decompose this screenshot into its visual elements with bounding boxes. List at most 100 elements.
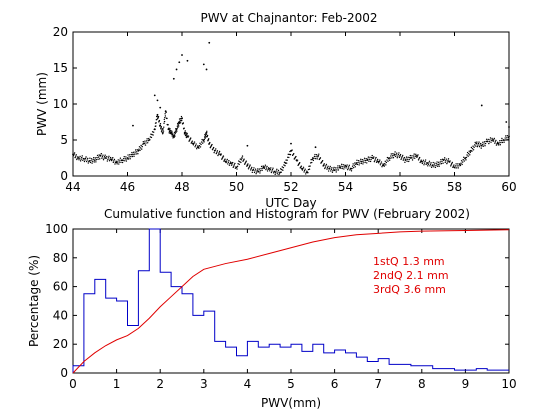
data-point-fill (336, 169, 338, 171)
data-point-fill (216, 150, 219, 152)
data-point-fill (457, 163, 459, 165)
data-point-fill (310, 159, 312, 161)
data-point-fill (429, 165, 431, 167)
data-point-fill (507, 139, 509, 141)
data-point-fill (465, 156, 468, 159)
data-point-fill (411, 155, 413, 157)
data-point-fill (419, 161, 421, 164)
data-point-fill (130, 153, 133, 156)
data-point (246, 144, 249, 147)
data-point-fill (237, 160, 240, 162)
data-point (279, 171, 281, 174)
data-point-fill (288, 156, 290, 159)
data-point-fill (122, 157, 125, 160)
data-point-fill (276, 173, 279, 175)
data-point-fill (330, 170, 332, 172)
data-point-fill (106, 155, 108, 158)
data-point-fill (304, 168, 306, 170)
data-point (491, 139, 494, 141)
data-point-fill (422, 161, 424, 163)
data-point-fill (122, 159, 124, 162)
data-point-fill (371, 154, 373, 157)
data-point-fill (208, 138, 210, 140)
data-point-fill (151, 133, 153, 136)
first-quartile-label: 1stQ 1.3 mm (373, 255, 445, 268)
data-point-fill (368, 160, 370, 162)
data-point-fill (383, 165, 385, 167)
bottom-y-label: Percentage (%) (27, 255, 41, 347)
data-point-fill (135, 153, 137, 155)
data-point-fill (269, 168, 271, 171)
data-point-fill (144, 140, 146, 142)
data-point-fill (380, 161, 383, 163)
data-point-fill (501, 141, 504, 144)
data-point-fill (231, 161, 234, 164)
data-point-fill (446, 162, 448, 165)
data-point-fill (487, 140, 489, 142)
data-point-fill (163, 120, 166, 123)
data-point-fill (396, 152, 398, 154)
data-point-fill (384, 160, 386, 163)
data-point-fill (218, 150, 221, 153)
data-point (83, 157, 85, 160)
data-point-fill (116, 161, 119, 163)
x-tick-label: 2 (156, 377, 164, 391)
data-point-fill (156, 118, 158, 121)
data-point-fill (325, 163, 328, 166)
data-point-fill (171, 130, 173, 132)
top-y-ticks: 0 5 10 15 20 (53, 25, 509, 183)
data-point-fill (218, 152, 220, 154)
data-point-fill (471, 150, 473, 152)
data-point-fill (105, 157, 107, 159)
data-point-fill (177, 126, 179, 129)
data-point (273, 170, 276, 173)
data-point-fill (200, 141, 203, 143)
data-point-fill (239, 158, 242, 160)
data-point-fill (196, 148, 198, 150)
x-tick-label: 0 (69, 377, 77, 391)
histogram-series (72, 228, 509, 373)
data-point-fill (193, 141, 196, 143)
data-point (88, 159, 91, 162)
data-point-fill (204, 137, 206, 139)
data-point-fill (360, 158, 362, 160)
data-point-fill (289, 153, 292, 156)
data-point-fill (203, 138, 206, 141)
data-point-fill (338, 165, 341, 167)
data-point-fill (85, 156, 87, 158)
data-point-fill (307, 168, 310, 171)
data-point-fill (381, 166, 383, 168)
top-chart-title: PWV at Chajnantor: Feb-2002 (201, 11, 378, 25)
data-point-fill (93, 157, 95, 159)
data-point-fill (339, 167, 342, 169)
data-point (186, 59, 189, 62)
data-point-fill (261, 167, 264, 169)
data-point-fill (213, 151, 215, 154)
data-point-fill (434, 166, 437, 169)
data-point-fill (144, 144, 147, 146)
data-point-fill (478, 141, 480, 143)
data-point-fill (81, 156, 83, 159)
data-point (377, 160, 380, 163)
data-point-fill (78, 157, 81, 159)
data-point-fill (191, 140, 194, 142)
data-point-fill (87, 162, 89, 164)
data-point-fill (251, 166, 253, 169)
data-point-fill (404, 161, 406, 164)
data-point-fill (356, 159, 358, 162)
data-point-fill (106, 160, 109, 162)
data-point-fill (351, 167, 353, 170)
data-point-fill (461, 161, 464, 163)
data-point-fill (192, 144, 195, 146)
data-point-fill (157, 115, 160, 118)
data-point-fill (340, 163, 343, 166)
data-point-fill (445, 158, 448, 160)
data-point-fill (75, 155, 77, 157)
data-point-fill (163, 122, 165, 124)
data-point-fill (478, 145, 481, 148)
data-point-fill (417, 154, 419, 156)
data-point-fill (401, 156, 403, 158)
data-point-fill (462, 159, 464, 161)
data-point-fill (271, 170, 273, 172)
data-point-fill (334, 167, 337, 169)
